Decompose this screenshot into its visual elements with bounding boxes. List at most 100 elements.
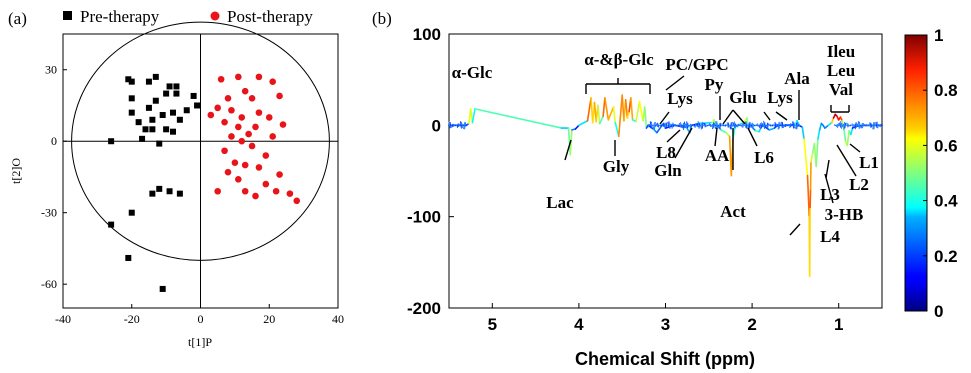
x-tick-label-a: 40: [332, 312, 344, 326]
peak-label: Act: [720, 202, 746, 221]
baseline-noise: [864, 123, 866, 127]
baseline-noise: [681, 124, 683, 127]
baseline-noise: [788, 124, 790, 127]
baseline-noise: [726, 122, 729, 128]
baseline-noise: [749, 123, 752, 128]
panel-b-label: (b): [372, 9, 392, 28]
point-post-therapy: [279, 121, 287, 128]
baseline-noise: [715, 121, 718, 129]
point-post-therapy: [262, 180, 270, 188]
baseline-noise: [717, 124, 720, 127]
baseline-noise: [738, 124, 740, 127]
point-post-therapy: [224, 168, 232, 176]
annotation-leader: [849, 143, 861, 153]
baseline-noise: [782, 124, 785, 127]
spectrum-segment: [830, 117, 835, 124]
x-ticks-b: 5 4 3 2 1 100 0 -100 -200: [407, 25, 843, 334]
point-pre-therapy: [170, 128, 176, 135]
point-pre-therapy: [176, 116, 183, 123]
baseline-noise: [756, 123, 759, 127]
spectrum-segment: [635, 100, 641, 123]
annotation-leader: [714, 127, 718, 147]
baseline-noise: [852, 124, 855, 127]
y-tick-label-b: -200: [407, 299, 441, 318]
point-pre-therapy: [149, 190, 156, 197]
peak-label: L3: [820, 185, 840, 204]
baseline-noise: [792, 121, 795, 129]
baseline-noise: [764, 122, 767, 128]
baseline-noise: [872, 122, 875, 130]
baseline-noise: [835, 124, 837, 127]
baseline-noise: [846, 122, 849, 128]
baseline-noise: [759, 122, 762, 130]
y-tick-label-b: 0: [432, 116, 441, 135]
point-post-therapy: [269, 133, 276, 140]
baseline-noise: [777, 121, 780, 130]
baseline-noise: [725, 124, 728, 127]
baseline-noise: [718, 123, 721, 129]
point-post-therapy: [228, 106, 235, 114]
point-pre-therapy: [152, 73, 159, 80]
baseline-noise: [870, 122, 873, 128]
baseline-noise: [772, 124, 775, 127]
baseline-noise: [856, 123, 859, 127]
spectrum-segment: [846, 130, 850, 147]
x-tick-label-b: 4: [574, 315, 584, 334]
baseline-noise: [723, 124, 726, 127]
annotation-leaders: [564, 75, 861, 236]
baseline-noise: [747, 123, 750, 129]
baseline-noise: [465, 124, 468, 127]
spectrum-segment: [586, 97, 592, 122]
point-pre-therapy: [190, 92, 197, 99]
annotation-leader: [722, 109, 734, 125]
point-pre-therapy: [142, 126, 149, 133]
spectrum-segment: [656, 124, 663, 134]
baseline-noise: [795, 122, 798, 129]
spectrum-segment: [578, 119, 589, 127]
spectrum-segment: [801, 126, 805, 140]
baseline-noise: [678, 122, 681, 128]
baseline-noise: [879, 123, 882, 128]
baseline-noise: [663, 124, 666, 127]
baseline-noise: [784, 123, 787, 128]
peak-label: Lac: [546, 193, 574, 212]
baseline-noise: [741, 123, 744, 128]
point-post-therapy: [248, 95, 256, 102]
point-pre-therapy: [108, 221, 115, 228]
point-post-therapy: [231, 159, 239, 166]
point-post-therapy: [269, 78, 276, 85]
baseline-noise: [791, 124, 794, 127]
baseline-noise: [835, 123, 838, 128]
point-pre-therapy: [159, 285, 166, 292]
baseline-noise: [660, 124, 662, 127]
x-tick-label-b: 5: [488, 315, 497, 334]
baseline-noise: [681, 122, 685, 129]
spectrum-segment: [720, 129, 727, 134]
y-axis-label-a: t[2]O: [9, 158, 23, 184]
baseline-noise: [662, 123, 665, 127]
baseline-noise: [776, 123, 779, 128]
annotation-leader: [763, 111, 771, 121]
baseline-noise: [868, 124, 871, 127]
baseline-noise: [873, 122, 876, 130]
colorbar-ticks: 1 0.8 0.6 0.4 0.2 0: [923, 26, 958, 321]
x-tick-label-a: 20: [263, 312, 275, 326]
baseline-noise: [748, 121, 751, 130]
spectrum-segment: [815, 138, 819, 168]
spectrum-segment: [806, 174, 811, 218]
baseline-noise: [765, 124, 768, 127]
point-post-therapy: [207, 111, 215, 119]
baseline-noise: [671, 122, 674, 129]
y-tick-label-a: 0: [51, 134, 57, 148]
baseline-noise: [692, 124, 695, 127]
baseline-noise: [875, 122, 878, 128]
annotation-leader: [825, 159, 830, 179]
point-post-therapy: [255, 73, 263, 81]
baseline-noise: [842, 123, 845, 128]
y-ticks-a: 30 0 -30 -60: [41, 63, 67, 291]
baseline-noise: [850, 124, 853, 127]
baseline-noise: [766, 122, 769, 129]
peak-label: AA: [705, 146, 730, 165]
